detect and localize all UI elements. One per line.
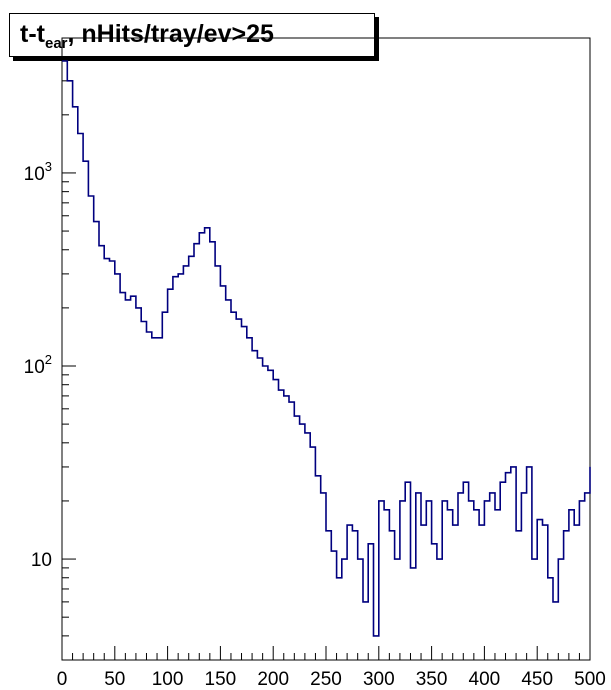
- y-tick-label-base: 10: [24, 357, 45, 378]
- x-tick-label: 0: [57, 669, 68, 690]
- plot-frame: [61, 37, 591, 661]
- x-tick-label: 200: [257, 669, 289, 690]
- axis-ticks: [61, 37, 591, 661]
- x-tick-label: 100: [152, 669, 184, 690]
- y-tick-label-base: 10: [24, 164, 45, 185]
- title-rest: , nHits/tray/ev>25: [67, 20, 274, 48]
- y-tick-label: 10: [31, 550, 52, 571]
- x-tick-label: 450: [521, 669, 553, 690]
- y-tick-label-base: 10: [31, 550, 52, 571]
- series-line: [62, 60, 591, 637]
- x-tick-label: 300: [363, 669, 395, 690]
- y-tick-label-exponent: 3: [45, 159, 52, 174]
- x-tick-label: 150: [205, 669, 237, 690]
- title-main: t-t: [20, 20, 45, 48]
- x-tick-label: 500: [574, 669, 606, 690]
- x-tick-label: 350: [416, 669, 448, 690]
- y-tick-label: 102: [24, 352, 52, 378]
- x-tick-label: 250: [310, 669, 342, 690]
- y-tick-label-exponent: 2: [45, 352, 52, 367]
- x-tick-label: 50: [104, 669, 125, 690]
- x-tick-label: 400: [469, 669, 501, 690]
- y-tick-label: 103: [24, 159, 52, 185]
